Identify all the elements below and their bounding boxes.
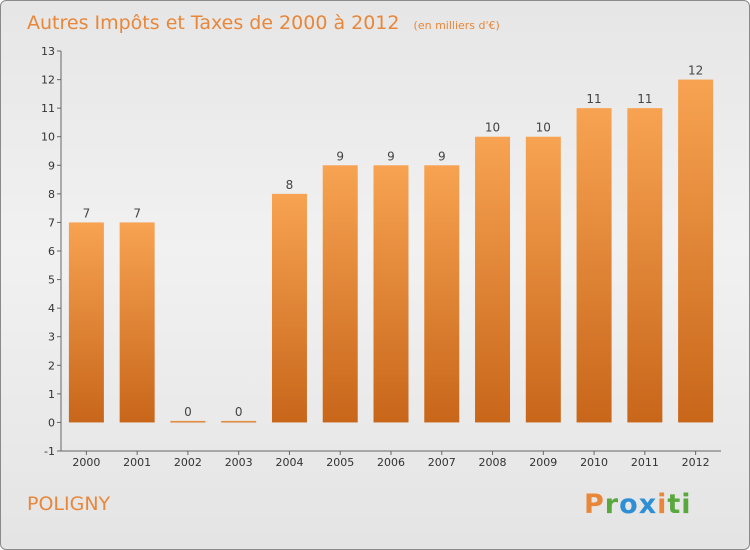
y-tick-label: 12 — [41, 74, 55, 87]
bar — [119, 222, 155, 423]
data-label: 0 — [235, 405, 243, 419]
data-label: 9 — [387, 149, 395, 163]
y-tick-label: 2 — [48, 359, 55, 372]
bar — [322, 165, 358, 423]
y-tick-label: 11 — [41, 102, 55, 115]
y-tick-label: 13 — [41, 45, 55, 58]
y-tick-label: 9 — [48, 159, 55, 172]
y-tick-label: 4 — [48, 302, 55, 315]
x-tick-label: 2005 — [326, 456, 354, 469]
chart-title: Autres Impôts et Taxes de 2000 à 2012 (e… — [27, 12, 500, 34]
data-labels: 7 7 0 0 8 9 9 9 10 10 11 11 12 — [83, 64, 704, 419]
bar — [678, 79, 714, 423]
bar — [271, 193, 307, 423]
bar — [373, 165, 409, 423]
bar — [576, 108, 612, 423]
x-tick-label: 2010 — [580, 456, 608, 469]
bar — [475, 136, 511, 423]
logo-letter: r — [604, 489, 620, 520]
bars — [68, 79, 714, 423]
data-label: 7 — [83, 206, 91, 220]
chart-title-main: Autres Impôts et Taxes de 2000 à 2012 — [27, 12, 400, 34]
bar — [68, 222, 104, 423]
y-tick-label: 3 — [48, 331, 55, 344]
data-label: 10 — [485, 121, 500, 135]
x-tick-label: 2012 — [682, 456, 710, 469]
y-tick-label: 0 — [48, 416, 55, 429]
bar — [525, 136, 561, 423]
x-tick-label: 2002 — [174, 456, 202, 469]
data-label: 9 — [438, 149, 446, 163]
data-label: 11 — [637, 92, 652, 106]
data-label: 8 — [286, 178, 294, 192]
x-tick-label: 2006 — [377, 456, 405, 469]
data-label: 10 — [536, 121, 551, 135]
x-tick-label: 2007 — [428, 456, 456, 469]
y-tick-label: 8 — [48, 188, 55, 201]
logo-letter: P — [584, 489, 605, 520]
chart-subtitle: (en milliers d'€) — [414, 19, 500, 32]
x-tick-label: 2000 — [72, 456, 100, 469]
place-name: POLIGNY — [27, 493, 111, 515]
x-tick-label: 2008 — [479, 456, 507, 469]
x-tick-label: 2009 — [529, 456, 557, 469]
data-label: 9 — [336, 149, 344, 163]
logo-letter: i — [657, 489, 668, 520]
bar — [424, 165, 460, 423]
x-tick-label: 2003 — [225, 456, 253, 469]
data-label: 12 — [688, 64, 703, 78]
data-label: 7 — [133, 206, 141, 220]
logo-letter: o — [619, 489, 639, 520]
bar — [627, 108, 663, 423]
y-tick-label: 6 — [48, 245, 55, 258]
y-tick-label: 7 — [48, 216, 55, 229]
y-tick-label: 1 — [48, 388, 55, 401]
logo-letter: x — [638, 489, 658, 520]
proxiti-logo: Proxiti — [584, 489, 692, 520]
bar — [221, 420, 257, 423]
data-label: 0 — [184, 405, 192, 419]
x-tick-label: 2001 — [123, 456, 151, 469]
bar — [170, 420, 206, 423]
data-label: 11 — [586, 92, 601, 106]
logo-letter: t — [667, 489, 682, 520]
y-tick-label: 5 — [48, 274, 55, 287]
y-tick-label: -1 — [44, 445, 55, 458]
x-tick-label: 2011 — [631, 456, 659, 469]
y-tick-label: 10 — [41, 131, 55, 144]
x-tick-label: 2004 — [275, 456, 303, 469]
logo-letter: i — [681, 489, 692, 520]
